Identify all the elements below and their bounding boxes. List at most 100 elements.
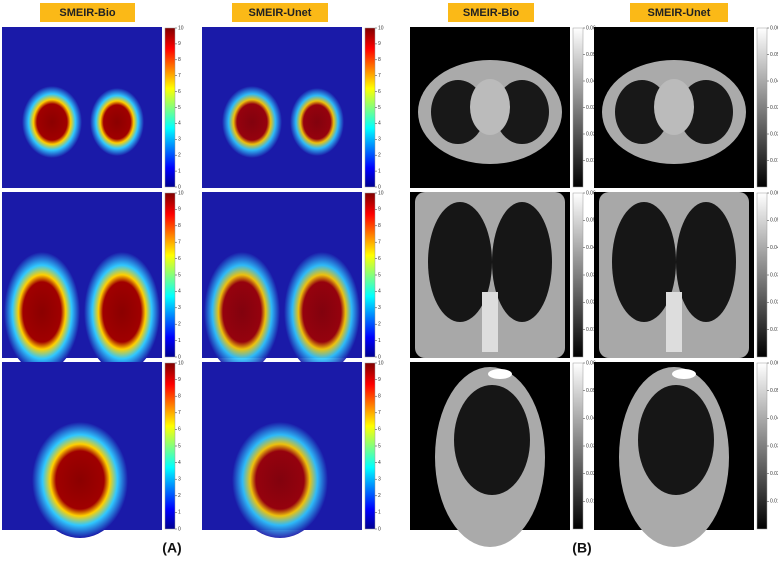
colorbar-tick-label: 5 — [178, 272, 181, 278]
colorbar-tick-label: 0.05 — [770, 52, 778, 58]
colorbar-tick-label: 7 — [378, 240, 381, 246]
colorbar-tick-label: 0.05 — [586, 52, 596, 58]
ct-lung — [615, 80, 669, 144]
colorbar-tick-label: 3 — [378, 137, 381, 143]
dose-region — [290, 88, 344, 156]
colorbar-tick-label: 0.01 — [586, 158, 596, 164]
colorbar-tick-label: 4 — [178, 289, 181, 295]
colorbar-tick-label: 0.04 — [586, 78, 596, 84]
colorbar-tick-label: 10 — [378, 360, 384, 366]
colorbar-tick-label: 3 — [178, 305, 181, 311]
ct-lung — [495, 80, 549, 144]
colorbar-tick-label: 5 — [378, 443, 381, 449]
colorbar-tick-label: 7 — [378, 73, 381, 79]
colorbar-tick-label: 0.05 — [770, 218, 778, 224]
colorbar-tick-label: 1 — [378, 510, 381, 516]
colorbar-tick-label: 4 — [178, 460, 181, 466]
colorbar-tick-label: 8 — [378, 223, 381, 229]
colorbar-tick-label: 0.06 — [770, 360, 778, 366]
colorbar-tick-label: 6 — [378, 89, 381, 95]
colorbar-tick-label: 3 — [178, 137, 181, 143]
column-title: SMEIR-Unet — [249, 7, 312, 19]
colorbar-tick-label: 7 — [178, 73, 181, 79]
colorbar-tick-label: 0.04 — [770, 78, 778, 84]
colorbar-tick-label: 0.06 — [586, 190, 596, 196]
colorbar-tick-label: 0.02 — [586, 131, 596, 137]
dose-region — [232, 422, 328, 538]
colorbar-tick-label: 0.02 — [770, 471, 778, 477]
ct-lung — [428, 202, 492, 322]
ct-spine — [666, 292, 682, 352]
colorbar-tick-label: 2 — [178, 493, 181, 499]
colorbar-tick-label: 8 — [378, 394, 381, 400]
colorbar-tick-label: 2 — [378, 153, 381, 159]
colorbar-tick-label: 2 — [178, 153, 181, 159]
colorbar-tick-label: 6 — [178, 427, 181, 433]
header-box — [448, 3, 534, 22]
colorbar — [572, 27, 584, 188]
colorbar-tick-label: 6 — [378, 427, 381, 433]
colorbar-tick-label: 1 — [378, 168, 381, 174]
colorbar-tick-label: 8 — [178, 223, 181, 229]
colorbar-tick-label: 7 — [178, 240, 181, 246]
colorbar-tick-label: 0.03 — [770, 105, 778, 111]
colorbar-tick-label: 0.02 — [770, 300, 778, 306]
header-box — [40, 3, 135, 22]
colorbar-tick-label: 9 — [378, 377, 381, 383]
colorbar-tick-label: 4 — [178, 121, 181, 127]
colorbar — [164, 362, 176, 530]
colorbar-tick-label: 10 — [178, 25, 184, 31]
colorbar-tick-label: 0.05 — [770, 388, 778, 394]
colorbar — [756, 362, 768, 530]
colorbar-tick-label: 9 — [178, 41, 181, 47]
colorbar-tick-label: 1 — [178, 338, 181, 344]
colorbar-tick-label: 0 — [178, 354, 181, 360]
ct-lung — [492, 202, 552, 322]
colorbar-tick-label: 0.02 — [586, 471, 596, 477]
colorbar-tick-label: 10 — [178, 360, 184, 366]
colorbar-tick-label: 5 — [378, 105, 381, 111]
colorbar-tick-label: 8 — [178, 57, 181, 63]
dose-region — [84, 252, 160, 372]
colorbar-tick-label: 0.04 — [770, 245, 778, 251]
colorbar-tick-label: 10 — [378, 25, 384, 31]
colorbar-tick-label: 0.02 — [770, 131, 778, 137]
colorbar-tick-label: 4 — [378, 460, 381, 466]
colorbar-tick-label: 0.06 — [586, 360, 596, 366]
dose-region — [284, 252, 360, 372]
colorbar — [756, 192, 768, 358]
panel-label: (B) — [572, 540, 591, 556]
column-title: SMEIR-Unet — [648, 7, 711, 19]
colorbar-tick-label: 9 — [178, 207, 181, 213]
colorbar-tick-label: 0.04 — [770, 416, 778, 422]
colorbar-tick-label: 2 — [378, 322, 381, 328]
colorbar-tick-label: 2 — [378, 493, 381, 499]
ct-heart — [470, 79, 510, 135]
column-title: SMEIR-Bio — [59, 7, 116, 19]
colorbar-tick-label: 0.01 — [770, 158, 778, 164]
colorbar-tick-label: 0.03 — [586, 105, 596, 111]
ct-lung — [612, 202, 676, 322]
panel-label: (A) — [162, 540, 181, 556]
colorbar-tick-label: 7 — [178, 410, 181, 416]
colorbar-tick-label: 0.03 — [586, 443, 596, 449]
colorbar-tick-label: 1 — [178, 510, 181, 516]
ct-rib — [672, 369, 696, 379]
colorbar — [756, 27, 768, 188]
colorbar-tick-label: 10 — [378, 190, 384, 196]
colorbar-tick-label: 2 — [178, 322, 181, 328]
ct-heart — [654, 79, 694, 135]
colorbar-tick-label: 0.01 — [770, 327, 778, 333]
dose-region — [22, 86, 82, 158]
colorbar-tick-label: 9 — [178, 377, 181, 383]
column-title: SMEIR-Bio — [463, 7, 520, 19]
ct-lung — [431, 80, 485, 144]
colorbar-tick-label: 0 — [378, 184, 381, 190]
colorbar-tick-label: 0.02 — [586, 300, 596, 306]
dose-region — [4, 252, 80, 372]
colorbar-tick-label: 4 — [378, 289, 381, 295]
colorbar — [364, 362, 376, 530]
colorbar-tick-label: 0.03 — [586, 272, 596, 278]
colorbar-tick-label: 6 — [178, 89, 181, 95]
